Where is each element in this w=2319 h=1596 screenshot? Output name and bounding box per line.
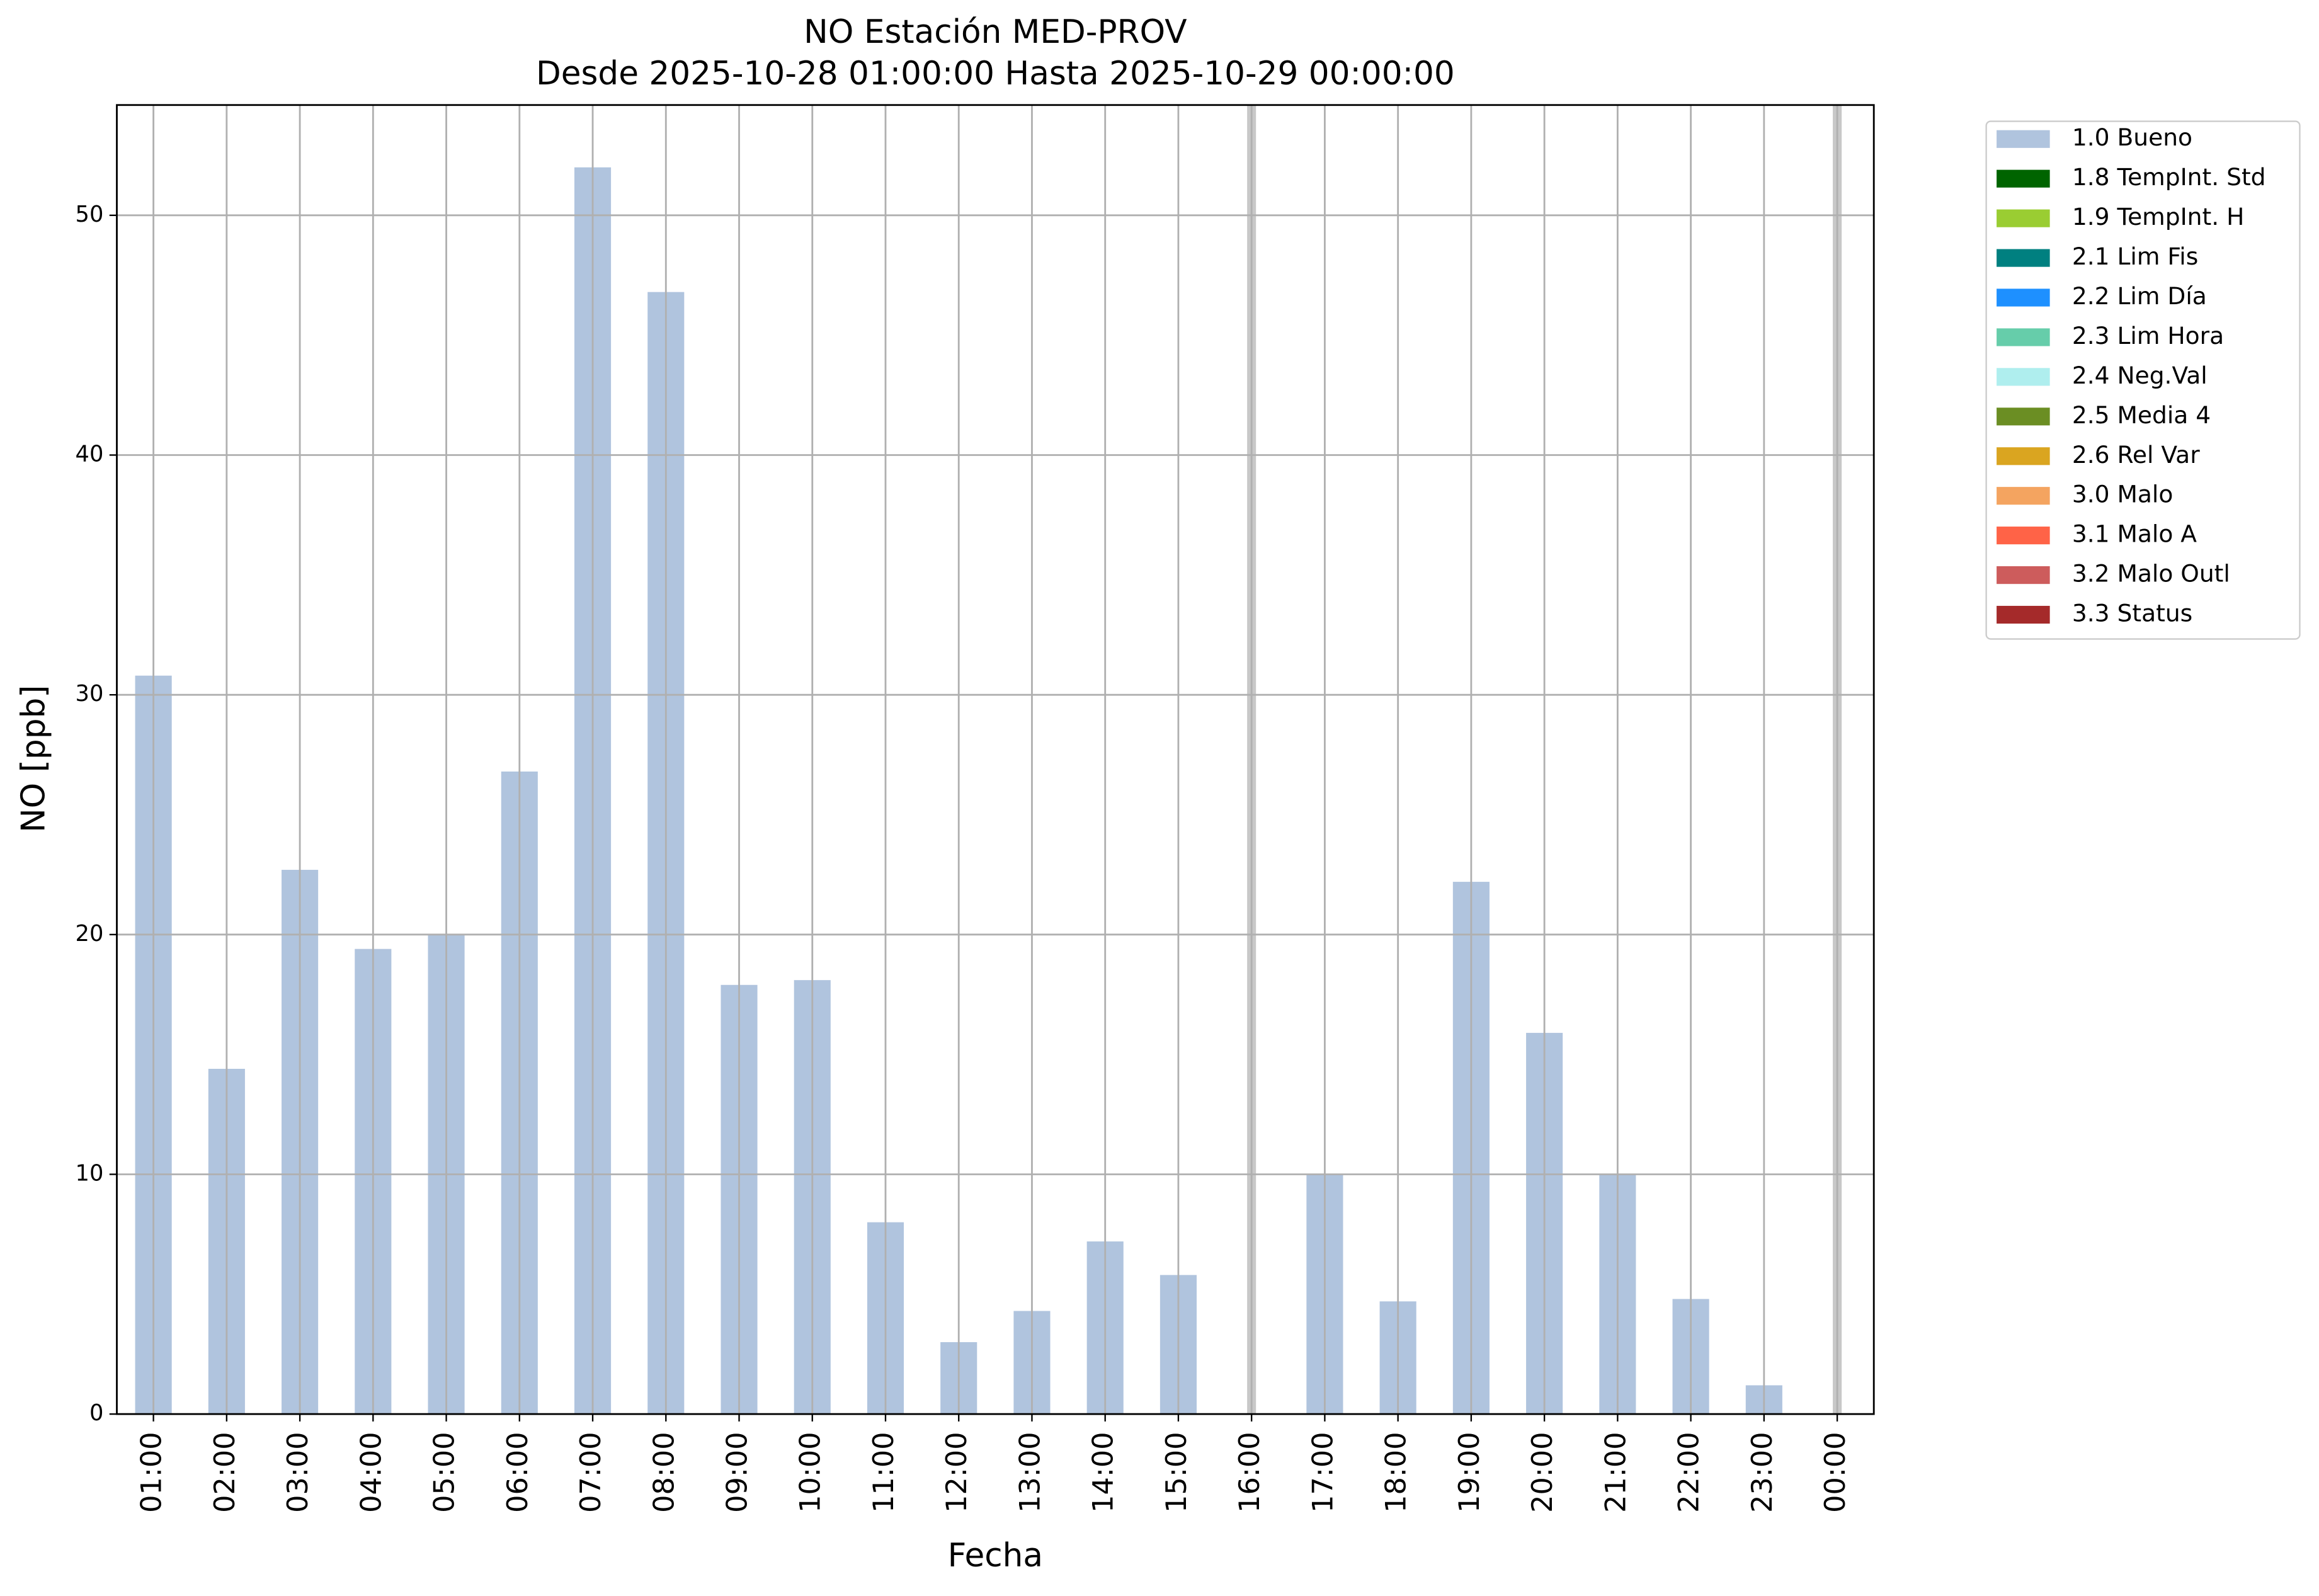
y-tick-label: 10: [76, 1160, 104, 1186]
x-tick-label: 21:00: [1599, 1432, 1632, 1513]
legend-label: 2.4 Neg.Val: [2072, 362, 2208, 389]
x-tick-label: 12:00: [940, 1432, 973, 1513]
x-tick-label: 07:00: [574, 1432, 607, 1513]
legend-label: 2.3 Lim Hora: [2072, 322, 2224, 350]
x-tick-label: 22:00: [1673, 1432, 1706, 1513]
x-tick-label: 09:00: [721, 1432, 754, 1513]
x-tick-label: 08:00: [647, 1432, 680, 1513]
y-tick-label: 50: [76, 202, 104, 227]
y-tick-label: 20: [76, 921, 104, 947]
legend-swatch: [1997, 566, 2050, 584]
legend-swatch: [1997, 368, 2050, 386]
legend-swatch: [1997, 249, 2050, 267]
legend-swatch: [1997, 209, 2050, 227]
y-tick-label: 0: [89, 1400, 103, 1426]
x-tick-label: 20:00: [1526, 1432, 1559, 1513]
chart-subtitle: Desde 2025-10-28 01:00:00 Hasta 2025-10-…: [536, 55, 1455, 93]
legend-swatch: [1997, 130, 2050, 148]
x-tick-label: 18:00: [1380, 1432, 1413, 1513]
x-tick-label: 03:00: [282, 1432, 314, 1513]
legend-label: 1.9 TempInt. H: [2072, 203, 2245, 231]
legend-label: 2.6 Rel Var: [2072, 441, 2200, 469]
x-tick-label: 17:00: [1306, 1432, 1339, 1513]
x-tick-label: 11:00: [867, 1432, 900, 1513]
x-tick-label: 01:00: [135, 1432, 168, 1513]
legend-label: 2.1 Lim Fis: [2072, 242, 2198, 270]
legend-swatch: [1997, 527, 2050, 545]
legend-label: 1.0 Bueno: [2072, 123, 2192, 151]
chart-title: NO Estación MED-PROV: [804, 13, 1187, 51]
x-tick-label: 04:00: [355, 1432, 387, 1513]
x-tick-label: 16:00: [1233, 1432, 1266, 1513]
legend-swatch: [1997, 328, 2050, 346]
x-tick-label: 14:00: [1087, 1432, 1120, 1513]
x-tick-label: 13:00: [1013, 1432, 1046, 1513]
legend-swatch: [1997, 169, 2050, 188]
x-tick-label: 00:00: [1819, 1432, 1852, 1513]
x-tick-label: 23:00: [1746, 1432, 1779, 1513]
plot-area: 0 10 20 30 40 50 01:00 02:00 03:00 04:00 05:00 06:0…: [76, 105, 1874, 1513]
x-tick-label: 15:00: [1160, 1432, 1193, 1513]
legend-swatch: [1997, 408, 2050, 426]
legend-label: 3.2 Malo Outl: [2072, 560, 2230, 588]
legend-label: 3.1 Malo A: [2072, 520, 2197, 548]
x-tick-label: 02:00: [208, 1432, 241, 1513]
legend-swatch: [1997, 487, 2050, 505]
legend-label: 2.5 Media 4: [2072, 401, 2211, 429]
legend-swatch: [1997, 605, 2050, 624]
y-tick-label: 30: [76, 681, 104, 707]
x-axis-label: Fecha: [948, 1537, 1043, 1575]
y-tick-label: 40: [76, 442, 104, 467]
legend-swatch: [1997, 288, 2050, 307]
legend-label: 3.0 Malo: [2072, 481, 2174, 508]
legend-label: 3.3 Status: [2072, 600, 2192, 627]
plot-frame: [116, 104, 1875, 1415]
x-tick-label: 05:00: [428, 1432, 461, 1513]
y-axis-label: NO [ppb]: [14, 685, 52, 833]
legend-box: [1985, 120, 2301, 640]
x-tick-label: 19:00: [1453, 1432, 1486, 1513]
x-tick-label: 10:00: [794, 1432, 827, 1513]
legend-swatch: [1997, 447, 2050, 465]
legend: 1.0 Bueno 1.8 TempInt. Std 1.9 TempInt. H 2…: [1997, 123, 2266, 627]
legend-label: 2.2 Lim Día: [2072, 282, 2207, 310]
x-tick-label: 06:00: [501, 1432, 534, 1513]
legend-label: 1.8 TempInt. Std: [2072, 163, 2266, 191]
